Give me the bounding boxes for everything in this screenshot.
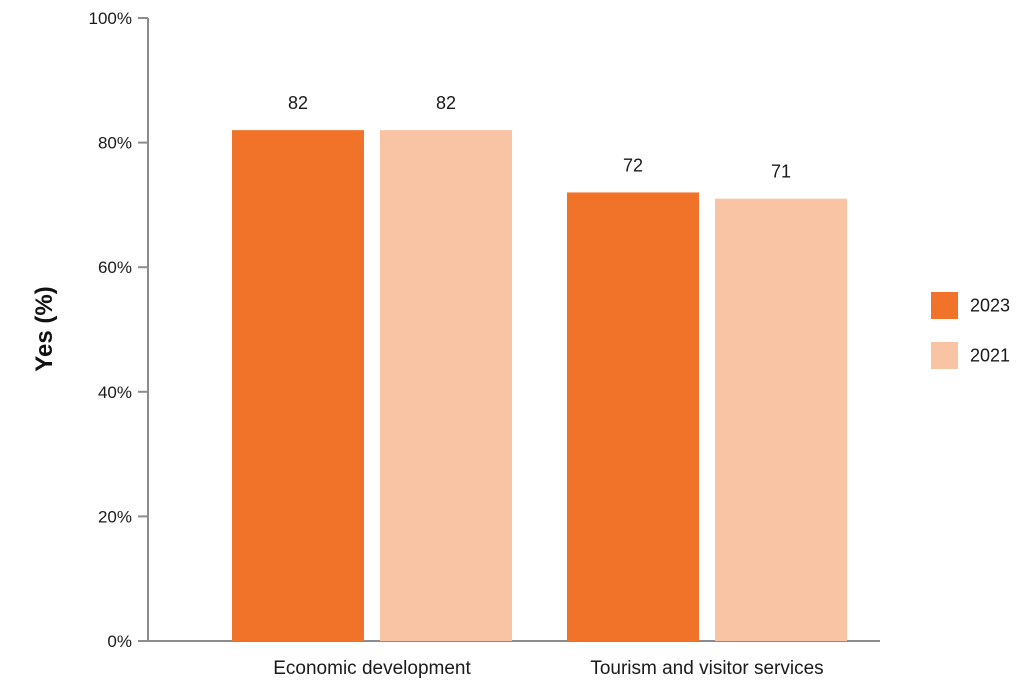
y-tick-label: 40%	[98, 383, 132, 402]
data-label: 82	[288, 93, 308, 113]
bar-2023-1	[567, 192, 699, 641]
legend: 2023 2021	[931, 292, 1010, 369]
y-axis-title: Yes (%)	[31, 286, 58, 371]
legend-label: 2023	[970, 296, 1010, 316]
y-tick-label: 20%	[98, 507, 132, 526]
y-tick-label: 0%	[107, 632, 132, 651]
x-category-label: Tourism and visitor services	[590, 658, 823, 679]
legend-swatch	[931, 292, 958, 319]
data-label: 71	[771, 162, 791, 182]
data-label: 72	[623, 155, 643, 175]
data-label: 82	[436, 93, 456, 113]
x-axis: Economic development Tourism and visitor …	[148, 640, 880, 679]
bars	[232, 130, 847, 642]
y-axis: 0% 20% 40% 60% 80% 100%	[89, 9, 149, 651]
bar-2021-0	[380, 130, 512, 641]
legend-label: 2021	[970, 346, 1010, 366]
legend-swatch	[931, 342, 958, 369]
x-category-label: Economic development	[273, 658, 471, 679]
data-labels: 82 82 72 71	[288, 93, 791, 182]
y-tick-label: 60%	[98, 258, 132, 277]
bar-2023-0	[232, 130, 364, 641]
y-tick-label: 80%	[98, 134, 132, 153]
y-tick-label: 100%	[89, 9, 132, 28]
bar-2021-1	[715, 198, 847, 642]
